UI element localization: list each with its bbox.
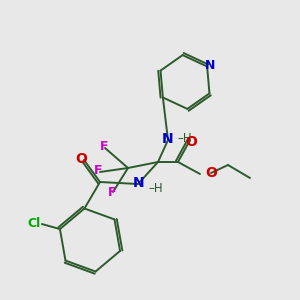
Text: –H: –H <box>148 182 163 194</box>
Text: –H: –H <box>177 133 192 146</box>
Text: O: O <box>205 166 217 180</box>
Text: F: F <box>100 140 108 154</box>
Text: F: F <box>108 187 116 200</box>
Text: N: N <box>133 176 145 190</box>
Text: N: N <box>205 59 215 72</box>
Text: O: O <box>75 152 87 166</box>
Text: Cl: Cl <box>27 217 40 230</box>
Text: N: N <box>162 132 174 146</box>
Text: O: O <box>185 135 197 149</box>
Text: F: F <box>94 164 102 178</box>
